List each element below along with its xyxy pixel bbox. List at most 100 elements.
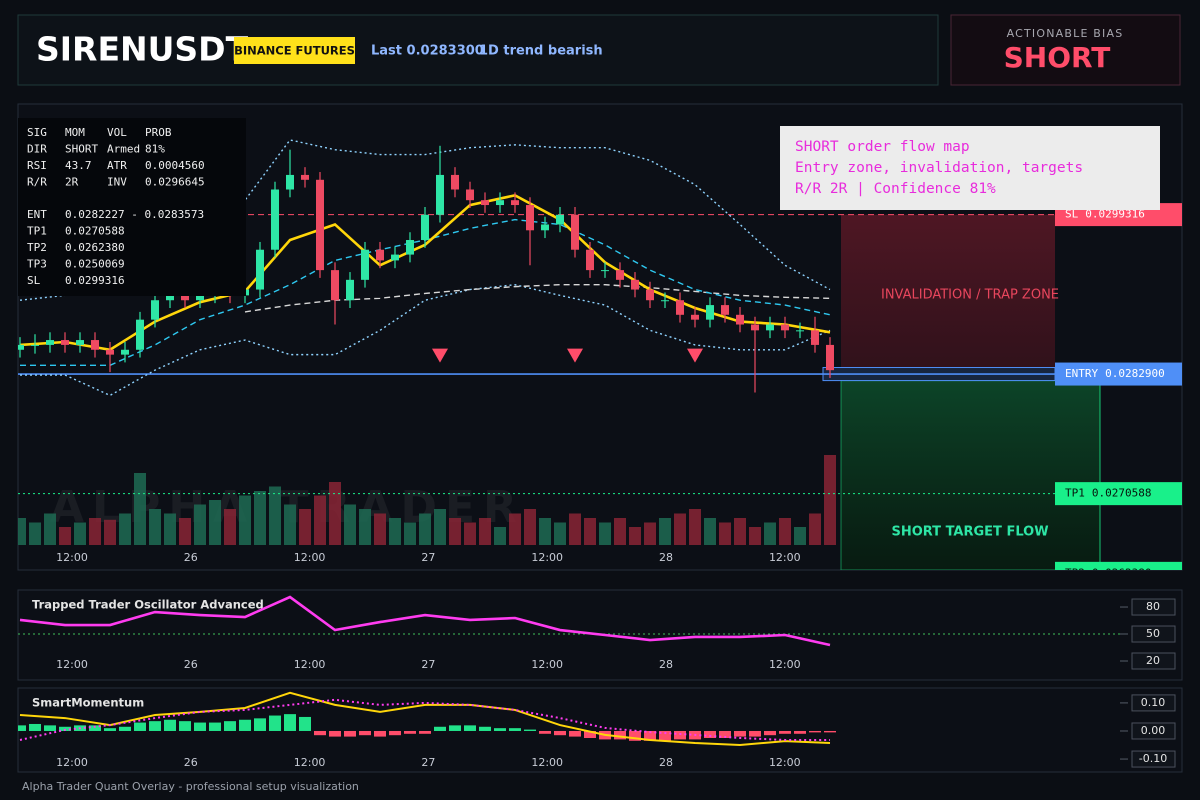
candle-body <box>646 289 654 301</box>
candle-body <box>271 189 279 250</box>
volume-bar <box>764 522 776 545</box>
bias-panel <box>950 14 1181 86</box>
volume-bar <box>539 518 551 545</box>
x-tick-label: 28 <box>659 756 673 769</box>
momentum-bar <box>374 730 386 737</box>
level-name: ENTRY <box>1065 367 1098 380</box>
table-cell: INV <box>107 176 127 189</box>
bias-label: ACTIONABLE BIAS <box>1007 27 1124 40</box>
entry-zone <box>822 367 1056 382</box>
momentum-line <box>19 691 831 747</box>
momentum-bar <box>209 722 221 731</box>
candle-body <box>346 279 354 301</box>
momentum-bar <box>704 730 716 738</box>
momentum-bar <box>809 730 821 733</box>
candle-body <box>151 300 159 320</box>
candle-body <box>526 205 534 231</box>
price-plot: INVALIDATION / TRAP ZONE SHORT TARGET FLO… <box>18 139 1182 579</box>
table-cell: VOL <box>107 126 127 139</box>
candle-body <box>466 189 474 201</box>
price-overlay: 12:00 26 12:00 27 12:00 28 12:00 <box>56 551 801 564</box>
momentum-line <box>19 698 830 741</box>
volume-bar <box>599 522 611 545</box>
momentum-bar <box>629 730 641 741</box>
momentum-bar <box>29 723 41 731</box>
level-label: ENTRY 0.0282900 <box>1065 367 1165 380</box>
momentum-bar <box>569 730 581 737</box>
volume-bar <box>644 522 656 545</box>
momentum-bar <box>539 730 551 734</box>
momentum-bar <box>779 730 791 734</box>
candle-body <box>601 270 609 272</box>
volume-bar <box>419 513 431 545</box>
x-tick-label: 12:00 <box>769 658 801 671</box>
candle-body <box>76 340 84 345</box>
volume-bar <box>749 527 761 545</box>
volume-bar <box>59 527 71 545</box>
volume-bar <box>374 513 386 545</box>
candle-body <box>256 249 264 290</box>
level-price: 0.0299316 <box>1085 208 1145 221</box>
volume-bar <box>524 509 536 545</box>
x-tick-label: 27 <box>421 756 435 769</box>
zone-label: SHORT TARGET FLOW <box>891 525 1048 540</box>
annotation-line: R/R 2R | Confidence 81% <box>795 181 996 197</box>
annotation: SHORT order flow map Entry zone, invalida… <box>795 139 1083 197</box>
level-price: 0.0262380 <box>1092 566 1152 579</box>
momentum-plot: SmartMomentum 0.10 0.00 -0.10 12:00 26 12:00 27… <box>18 691 1176 769</box>
momentum-bar <box>269 715 281 731</box>
level-tag <box>1055 482 1182 506</box>
table-cell: ATR <box>107 159 127 172</box>
momentum-bar <box>449 725 461 731</box>
short-signal <box>687 348 703 363</box>
table-cell: 0.0296645 <box>145 176 205 189</box>
momentum-bar <box>329 730 341 737</box>
short-signal <box>567 348 583 363</box>
volume-bar <box>824 455 836 545</box>
momentum-bar <box>719 730 731 738</box>
volume-bar <box>509 513 521 545</box>
volume-bar <box>164 513 176 545</box>
y-tick-box <box>1131 722 1176 740</box>
volume-bar <box>194 504 206 545</box>
x-tick-label: 12:00 <box>531 756 563 769</box>
x-tick-label: 27 <box>421 551 435 564</box>
candle-body <box>91 340 99 350</box>
y-tick-box <box>1131 625 1176 643</box>
candle-body <box>121 349 129 355</box>
candle-body <box>301 174 309 180</box>
momentum-bar <box>614 730 626 740</box>
candle-body <box>331 270 339 301</box>
table-cell: 81% <box>145 143 165 156</box>
level-label: TP2 0.0262380 <box>1065 566 1151 579</box>
momentum-bar <box>18 725 26 731</box>
candle-body <box>376 249 384 261</box>
panel-title: Trapped Trader Oscillator Advanced <box>32 598 264 612</box>
exchange-badge-text: BINANCE FUTURES <box>234 44 355 58</box>
volume-bar <box>584 518 596 545</box>
y-tick-label: -0.10 <box>1139 752 1167 765</box>
candle-body <box>571 214 579 250</box>
level-price: 0.0270588 <box>1092 487 1152 500</box>
momentum-bar <box>419 730 431 734</box>
info-table-panel <box>18 118 246 296</box>
x-tick-label: 26 <box>184 658 198 671</box>
table-cell: TP1 <box>27 225 47 238</box>
volume-bar <box>29 522 41 545</box>
exchange-badge <box>234 37 355 64</box>
candle-body <box>451 174 459 190</box>
volume-bar <box>119 513 131 545</box>
candle-body <box>406 240 414 255</box>
volume-bar <box>704 518 716 545</box>
annotation-line: Entry zone, invalidation, targets <box>795 160 1083 176</box>
candle-body <box>631 279 639 290</box>
candle-body <box>766 324 774 331</box>
candle-body <box>18 344 24 350</box>
volume-bar <box>794 527 806 545</box>
candle-body <box>436 174 444 215</box>
x-tick-label: 28 <box>659 551 673 564</box>
momentum-bar <box>554 730 566 736</box>
level-name: TP1 <box>1065 487 1085 500</box>
trend: 1D trend bearish <box>479 44 603 59</box>
momentum-bar <box>659 730 671 741</box>
